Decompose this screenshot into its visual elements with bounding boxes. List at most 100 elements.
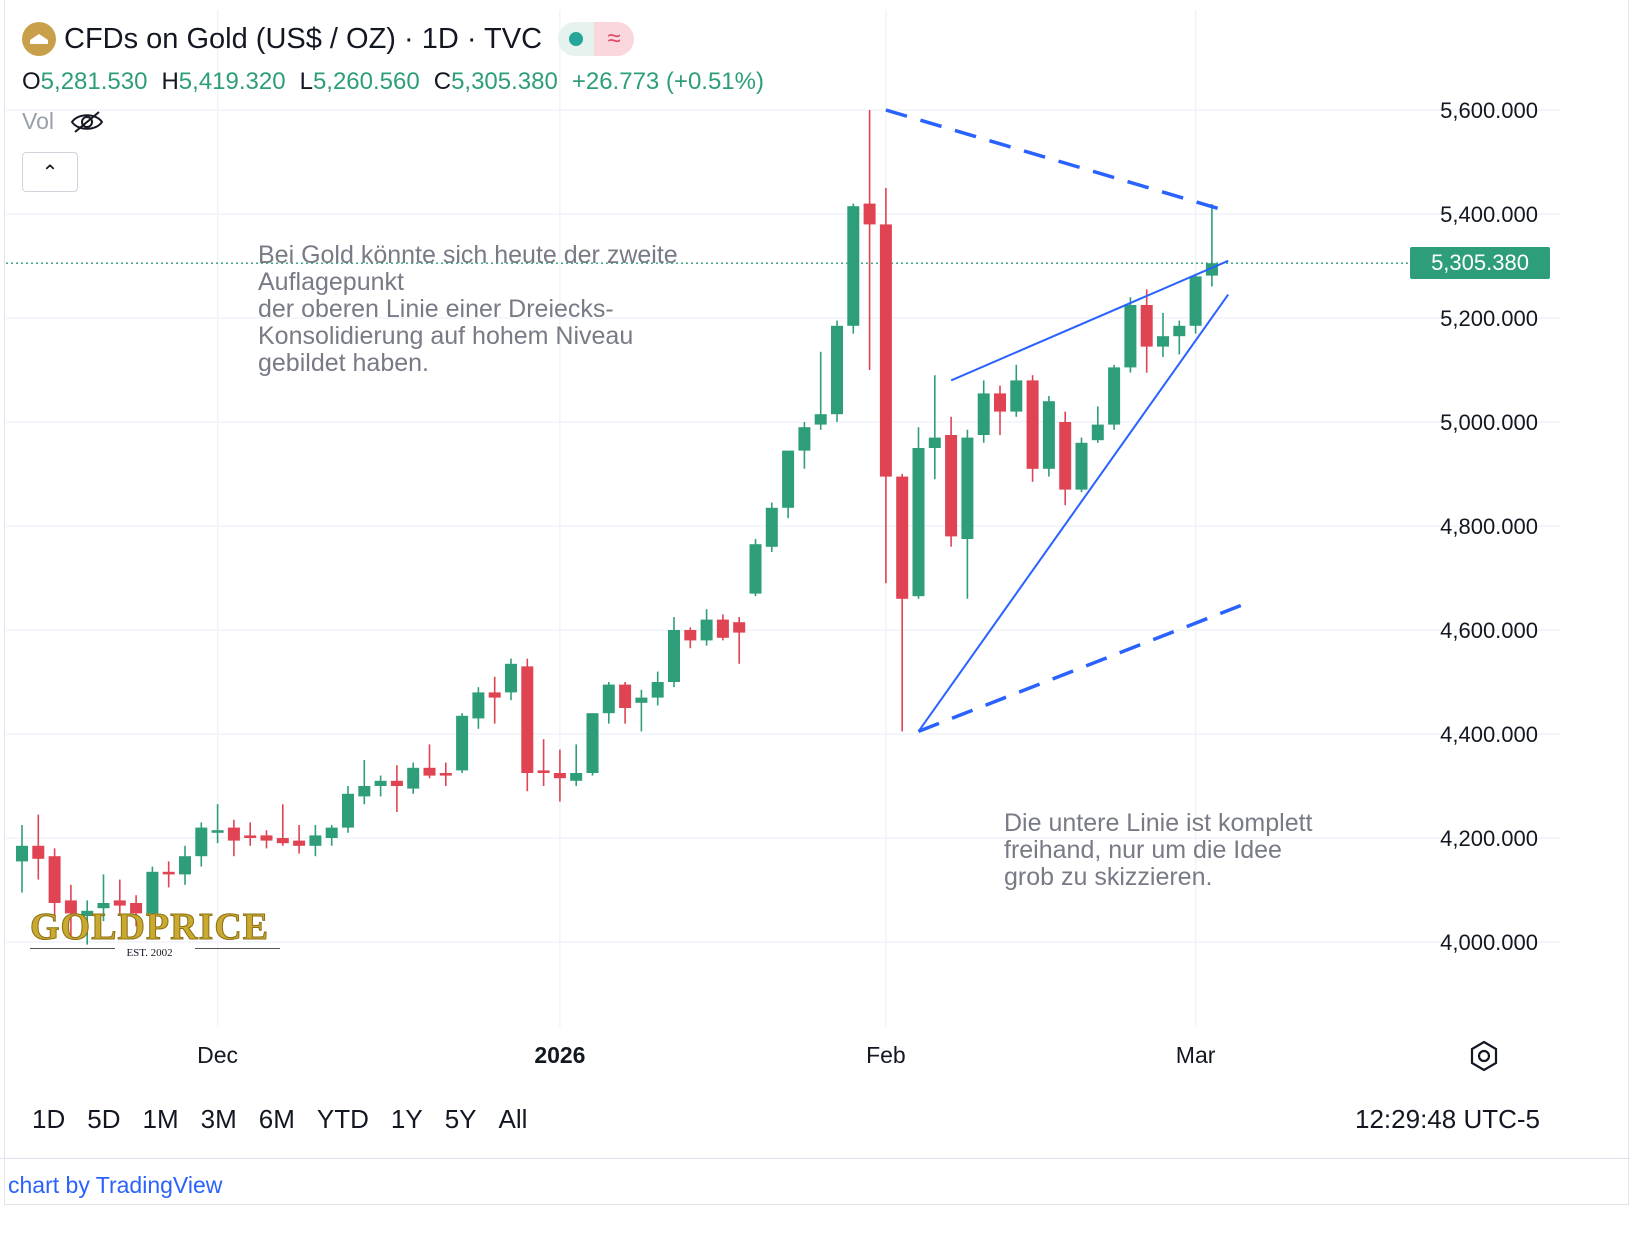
price-chart[interactable]: 5,600.000 5,400.000 5,200.000 5,000.000 4,80… bbox=[0, 0, 1630, 1090]
candle-body bbox=[684, 630, 697, 641]
candle-body bbox=[48, 856, 61, 903]
grid bbox=[6, 10, 1560, 1027]
candle-body bbox=[668, 630, 680, 682]
candle-body bbox=[879, 224, 892, 477]
annotation-top: Bei Gold könnte sich heute der zweite Au… bbox=[258, 241, 678, 377]
candle-body bbox=[325, 827, 338, 838]
candle-body bbox=[553, 773, 566, 779]
candle-body bbox=[32, 845, 45, 859]
candle-body bbox=[537, 770, 550, 773]
trend-line-solid bbox=[950, 259, 1229, 382]
candle-body bbox=[1026, 380, 1039, 469]
delayed-data-icon: ≈ bbox=[594, 22, 635, 56]
candle-body bbox=[586, 713, 599, 773]
candle-body bbox=[912, 448, 925, 597]
market-status-pill[interactable]: ≈ bbox=[558, 22, 635, 56]
trend-line-dashed bbox=[885, 108, 1229, 214]
candle-body bbox=[765, 507, 778, 547]
bottom-toolbar: 1D 5D 1M 3M 6M YTD 1Y 5Y All 12:29:48 UTC-5 bbox=[4, 1090, 1564, 1152]
candle-body bbox=[130, 903, 143, 914]
candle-body bbox=[309, 835, 322, 846]
trend-lines bbox=[885, 108, 1246, 734]
vol-label: Vol bbox=[22, 108, 54, 134]
high-key: H bbox=[161, 68, 179, 95]
trend-line-dashed bbox=[917, 602, 1246, 734]
range-button-1m[interactable]: 1M bbox=[142, 1104, 179, 1134]
candle-body bbox=[195, 827, 208, 857]
range-button-5d[interactable]: 5D bbox=[87, 1104, 121, 1134]
range-button-5y[interactable]: 5Y bbox=[444, 1104, 477, 1134]
candle-body bbox=[146, 871, 159, 914]
candle-body bbox=[472, 692, 485, 719]
range-button-1d[interactable]: 1D bbox=[32, 1104, 66, 1134]
range-button-1y[interactable]: 1Y bbox=[390, 1104, 423, 1134]
goldprice-watermark: GOLDPRICE EST. 2002 bbox=[29, 905, 280, 959]
candle-body bbox=[1189, 276, 1202, 326]
close-key: C bbox=[433, 68, 452, 95]
candle-body bbox=[260, 835, 273, 841]
candle-body bbox=[994, 393, 1006, 412]
candle-body bbox=[716, 619, 729, 638]
candle-body bbox=[456, 715, 469, 771]
range-button-ytd[interactable]: YTD bbox=[316, 1104, 369, 1134]
y-tick-label: 5,600.000 bbox=[1440, 98, 1538, 123]
trend-line-solid bbox=[917, 294, 1230, 732]
symbol-title[interactable]: CFDs on Gold (US$ / OZ) · 1D · TVC bbox=[64, 22, 543, 55]
y-tick-label: 4,800.000 bbox=[1440, 514, 1538, 539]
candle-body bbox=[570, 773, 583, 781]
candle-body bbox=[64, 900, 77, 914]
x-tick-label: Feb bbox=[866, 1042, 906, 1068]
candle-body bbox=[358, 786, 371, 797]
candle-body bbox=[602, 684, 615, 714]
range-button-6m[interactable]: 6M bbox=[258, 1104, 295, 1134]
candle-body bbox=[16, 845, 28, 862]
candle-body bbox=[733, 622, 746, 633]
eye-off-icon[interactable] bbox=[70, 109, 104, 135]
candle-body bbox=[863, 203, 876, 225]
y-tick-label: 4,000.000 bbox=[1440, 930, 1538, 955]
candle-body bbox=[293, 840, 306, 846]
candle-body bbox=[831, 325, 843, 415]
watermark-rule-right bbox=[195, 948, 280, 949]
candle-body bbox=[211, 830, 224, 833]
open-key: O bbox=[22, 68, 41, 95]
collapse-legend-button[interactable]: ⌃ bbox=[22, 152, 78, 192]
candle-body bbox=[1075, 442, 1088, 490]
annotation-bottom: Die untere Linie ist komplett freihand, … bbox=[1004, 809, 1313, 891]
candle-body bbox=[619, 684, 632, 708]
y-tick-label: 5,000.000 bbox=[1440, 410, 1538, 435]
settings-gear-icon[interactable] bbox=[1468, 1040, 1500, 1072]
volume-legend: Vol bbox=[22, 108, 104, 135]
candle-body bbox=[276, 838, 289, 844]
symbol-header: CFDs on Gold (US$ / OZ) · 1D · TVC ≈ bbox=[22, 22, 635, 56]
last-price-label: 5,305.380 bbox=[1410, 247, 1550, 279]
chart-frame bbox=[4, 0, 1629, 1205]
goldprice-est: EST. 2002 bbox=[126, 947, 173, 959]
x-axis: Dec 2026 Feb Mar bbox=[197, 1042, 1216, 1068]
x-tick-label: Dec bbox=[197, 1042, 238, 1068]
chevron-up-icon: ⌃ bbox=[41, 161, 59, 184]
x-tick-label: 2026 bbox=[534, 1042, 585, 1068]
candle-body bbox=[700, 619, 713, 641]
candle-body bbox=[244, 835, 257, 838]
x-tick-label: Mar bbox=[1176, 1042, 1216, 1068]
candle-body bbox=[1108, 367, 1121, 425]
tradingview-credit[interactable]: chart by TradingView bbox=[8, 1172, 223, 1198]
candle-body bbox=[814, 414, 827, 425]
range-button-3m[interactable]: 3M bbox=[200, 1104, 237, 1134]
candle-body bbox=[162, 871, 175, 875]
clock: 12:29:48 UTC-5 bbox=[1355, 1104, 1540, 1134]
candle-body bbox=[97, 903, 110, 909]
low-value: 5,260.560 bbox=[312, 68, 420, 95]
candle-body bbox=[1124, 305, 1137, 368]
candle-body bbox=[179, 856, 191, 875]
watermark-rule-left bbox=[30, 948, 115, 949]
goldprice-logo-text: GOLDPRICE bbox=[29, 906, 270, 949]
candle-body bbox=[1059, 422, 1072, 490]
candle-body bbox=[896, 476, 909, 599]
candle-body bbox=[374, 780, 387, 786]
range-button-all[interactable]: All bbox=[498, 1104, 528, 1134]
footer-divider bbox=[0, 1158, 1630, 1159]
y-tick-label: 4,200.000 bbox=[1440, 826, 1538, 851]
candle-body bbox=[342, 793, 354, 828]
